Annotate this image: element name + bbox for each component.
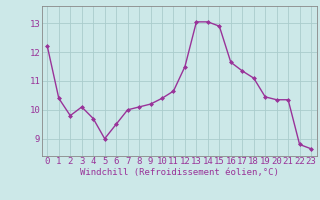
X-axis label: Windchill (Refroidissement éolien,°C): Windchill (Refroidissement éolien,°C): [80, 168, 279, 177]
